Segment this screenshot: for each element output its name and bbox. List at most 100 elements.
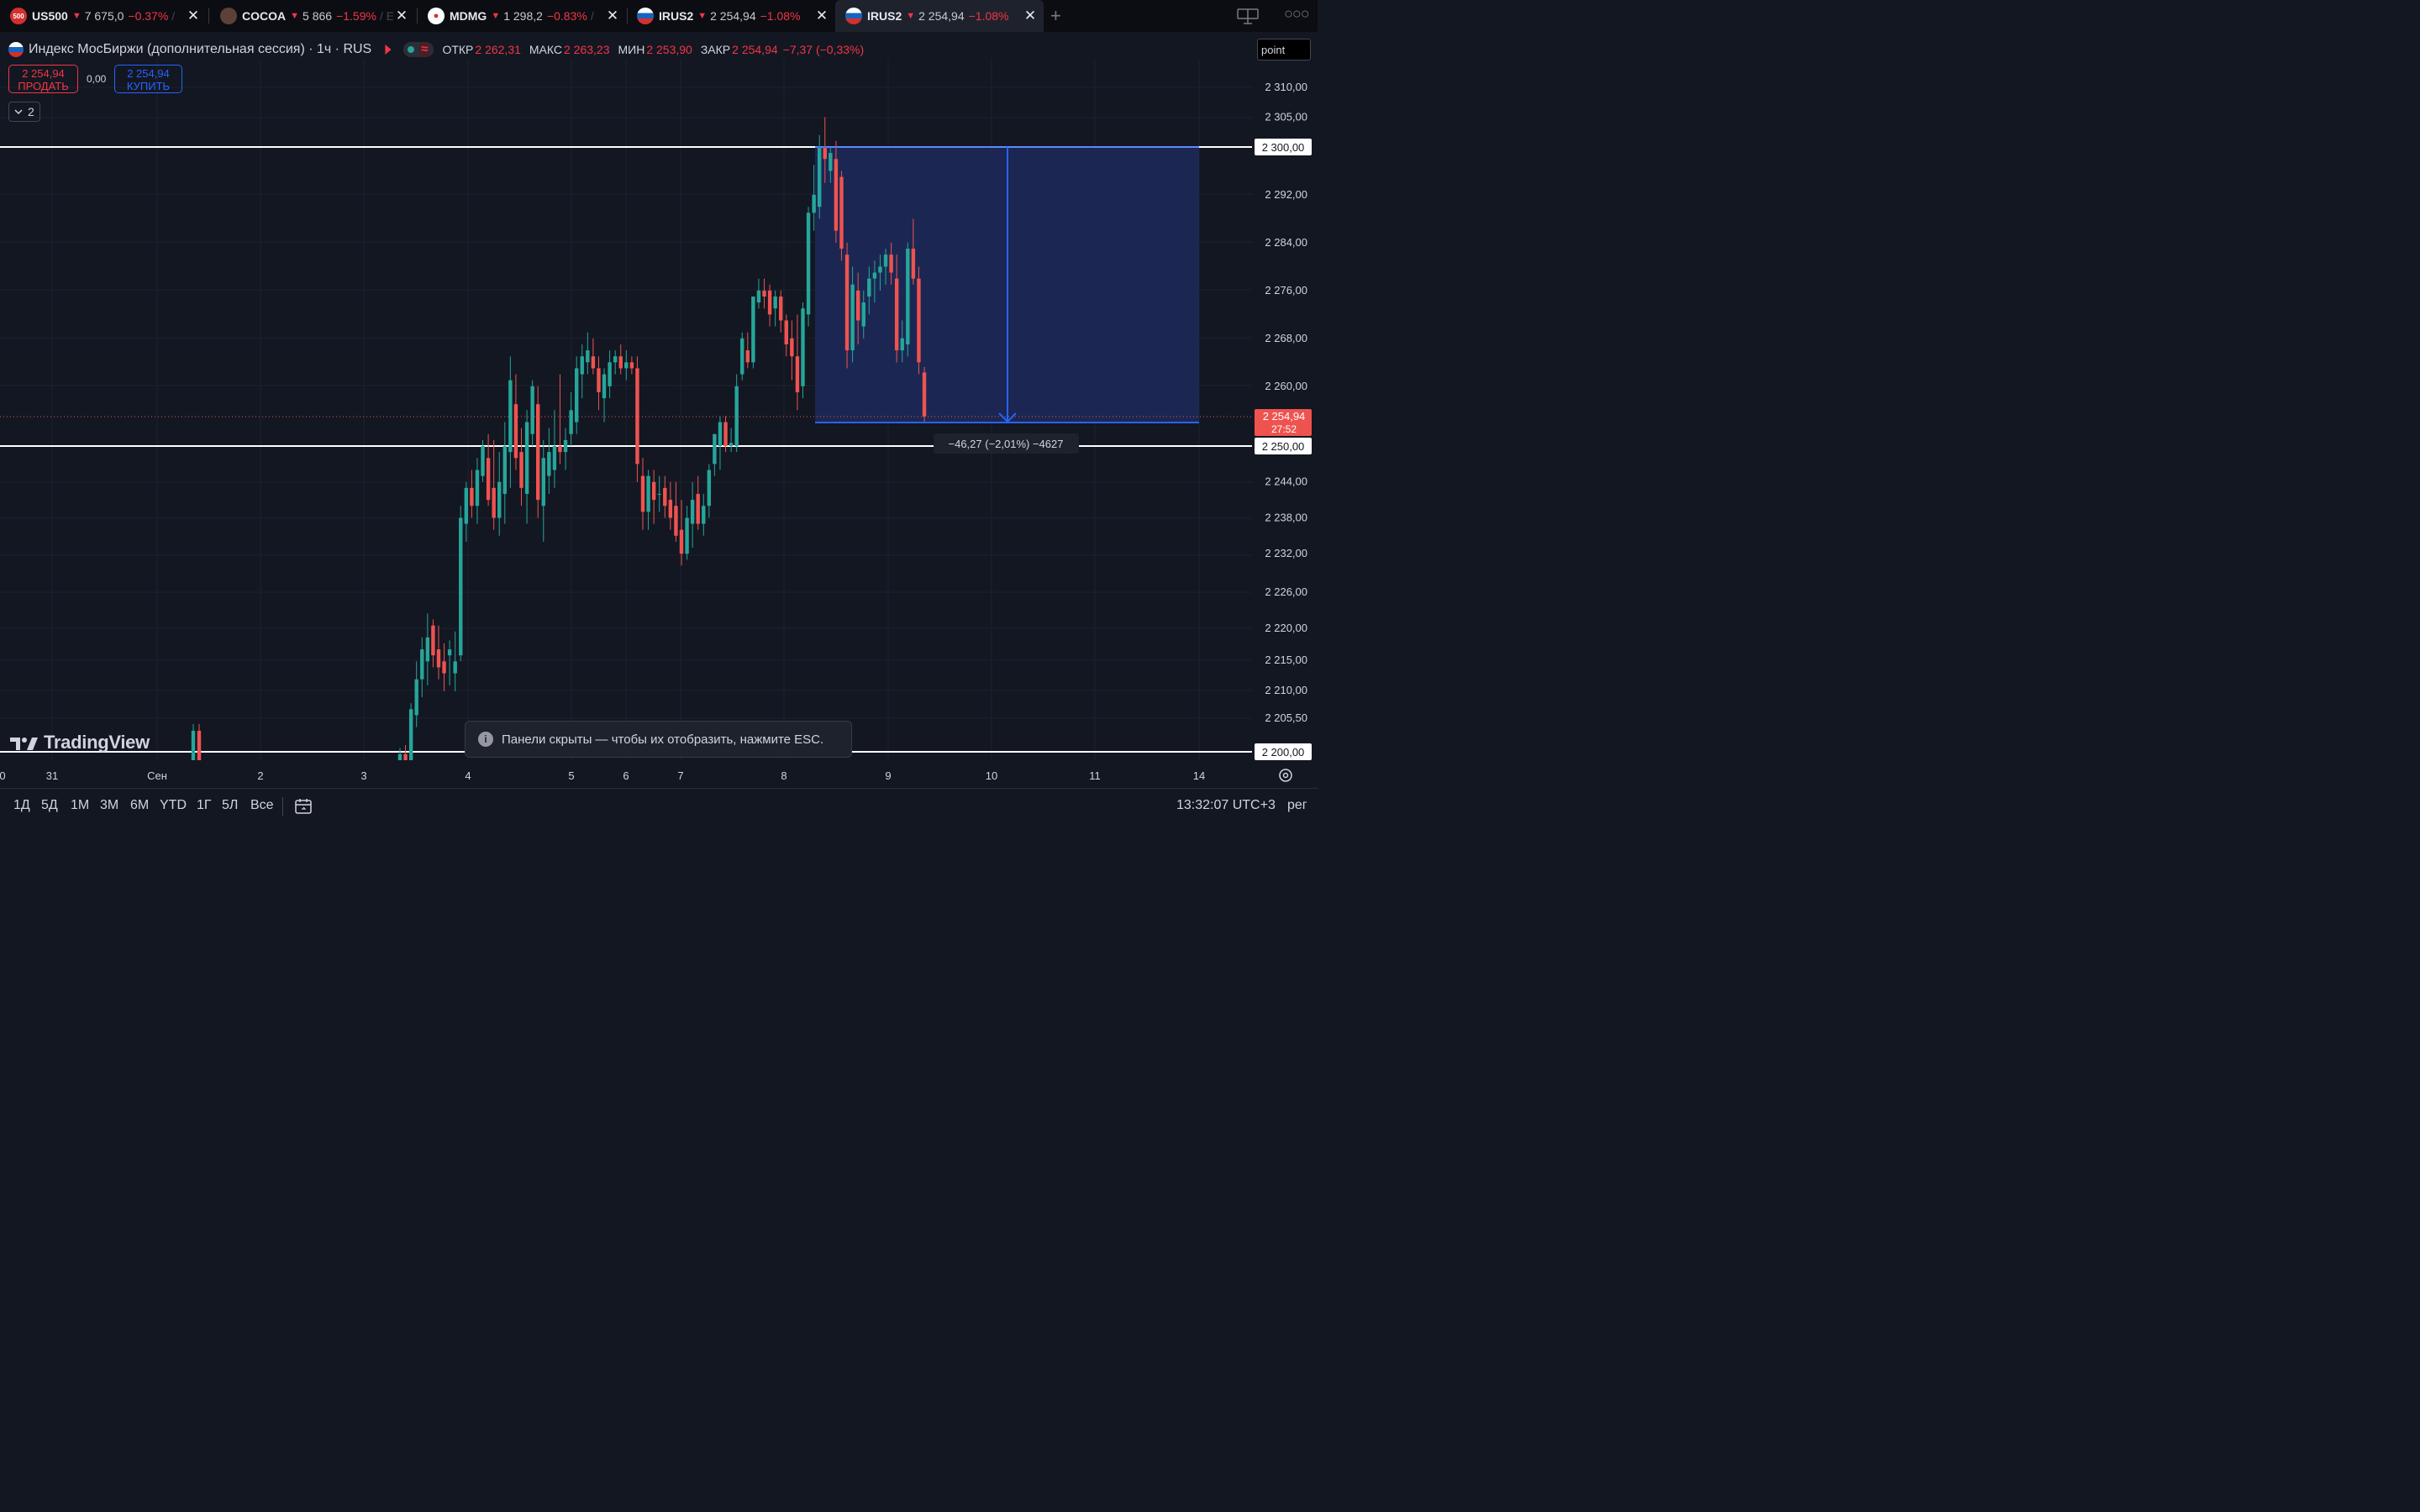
candle-body (475, 470, 480, 507)
candle-body (597, 368, 601, 392)
sell-button[interactable]: 2 254,94 ПРОДАТЬ (8, 65, 78, 93)
candle-body (685, 517, 689, 554)
candle (844, 242, 850, 369)
sell-label: ПРОДАТЬ (18, 80, 69, 92)
candle (829, 147, 833, 183)
candle-body (580, 356, 584, 375)
open-value: 2 262,31 (475, 43, 521, 56)
candle (651, 470, 656, 524)
calendar-icon[interactable] (294, 797, 313, 820)
russia-flag-icon (637, 8, 654, 24)
layout-icon[interactable] (1237, 7, 1259, 29)
candle-body (453, 661, 457, 674)
high-label: МАКС (529, 43, 562, 56)
last-price-value: 2 254,94 (1263, 410, 1306, 423)
tab-irus2[interactable]: IRUS2 ▼ 2 254,94 −1.08% ✕ (627, 0, 835, 32)
tab-us500[interactable]: 500 US500 ▼ 7 675,0 −0.37% / ✕ (0, 0, 207, 32)
candle-body (784, 320, 788, 344)
time-label: 8 (781, 769, 786, 782)
candle (767, 284, 772, 327)
more-icon[interactable]: ○○○ (1284, 5, 1310, 22)
candle (801, 302, 805, 399)
candle-body (586, 350, 590, 363)
candle-body (486, 458, 491, 501)
price-label: 2 276,00 (1265, 284, 1307, 297)
candle-body (855, 290, 860, 321)
down-arrow-icon: ▼ (697, 11, 708, 21)
buy-button[interactable]: 2 254,94 КУПИТЬ (114, 65, 182, 93)
close-icon[interactable]: ✕ (393, 8, 410, 24)
candle (834, 140, 839, 243)
candle (459, 506, 463, 662)
candle (900, 320, 904, 363)
close-icon[interactable]: ✕ (813, 8, 830, 24)
candle-body (883, 255, 888, 267)
candle (823, 117, 827, 183)
candle (657, 475, 661, 512)
tab-irus2-active[interactable]: IRUS2 ▼ 2 254,94 −1.08% ✕ (835, 0, 1044, 32)
market-status[interactable]: ≈ (403, 42, 434, 57)
indicators-toggle-button[interactable]: 2 (8, 102, 40, 122)
candle (718, 416, 723, 470)
candle (558, 374, 562, 465)
label-background (1255, 743, 1312, 760)
candle (541, 439, 545, 542)
price-label: 2 220,00 (1265, 622, 1307, 634)
range-1d-button[interactable]: 1Д (13, 798, 30, 812)
close-icon[interactable]: ✕ (185, 8, 202, 24)
close-icon[interactable]: ✕ (604, 8, 621, 24)
candle-body (690, 500, 695, 524)
time-label: 6 (623, 769, 629, 782)
candle-body (900, 338, 904, 351)
time-label: 3 (360, 769, 366, 782)
candle-body (674, 506, 678, 536)
time-label: 0 (0, 769, 6, 782)
candle-body (702, 506, 706, 524)
candle (872, 260, 877, 303)
time-label: 11 (1089, 769, 1101, 782)
close-icon[interactable]: ✕ (1022, 8, 1039, 24)
horizontal-line-price: 2 300,00 (1262, 141, 1305, 154)
range-5d-button[interactable]: 5Д (41, 798, 58, 812)
candle (530, 380, 534, 446)
candle (850, 266, 855, 363)
range-all-button[interactable]: Все (250, 798, 274, 812)
price-chart[interactable]: −46,27 (−2,01%) −4627 2 310,002 305,002 … (0, 32, 1318, 788)
plus-icon[interactable]: + (1050, 5, 1061, 26)
text-input[interactable] (1257, 39, 1311, 60)
range-6m-button[interactable]: 6М (130, 798, 150, 812)
candle (889, 242, 893, 285)
tab-price: 1 298,2 (503, 9, 543, 23)
candle-body (591, 356, 596, 369)
time-label: Сен (147, 769, 167, 782)
flag-icon[interactable] (385, 45, 392, 55)
range-5y-button[interactable]: 5Л (222, 798, 239, 812)
candle-body (574, 368, 579, 423)
low-label: МИН (618, 43, 645, 56)
symbol-title[interactable]: Индекс МосБиржи (дополнительная сессия) … (29, 42, 372, 56)
candle (591, 338, 596, 375)
session-label[interactable]: рег (1287, 798, 1307, 812)
tab-cocoa[interactable]: COCOA ▼ 5 866 −1.59% / E ✕ (210, 0, 415, 32)
price-label: 2 310,00 (1265, 81, 1307, 93)
price-label: 2 244,00 (1265, 475, 1307, 488)
candle-body (552, 446, 557, 470)
candle-body (447, 649, 452, 656)
range-3m-button[interactable]: 3М (100, 798, 119, 812)
candle (668, 481, 673, 530)
candle-body (492, 487, 496, 518)
candle-body (790, 338, 794, 357)
clock[interactable]: 13:32:07 UTC+3 (1176, 798, 1276, 812)
candle-body (829, 153, 833, 171)
candle-body (818, 147, 822, 207)
tradingview-logo-icon (10, 738, 38, 750)
candle (497, 452, 502, 536)
range-1y-button[interactable]: 1Г (197, 798, 212, 812)
range-ytd-button[interactable]: YTD (160, 798, 187, 812)
tab-mdmg[interactable]: ● MDMG ▼ 1 298,2 −0.83% / ✕ (418, 0, 626, 32)
range-1m-button[interactable]: 1М (71, 798, 90, 812)
candle (508, 356, 513, 488)
price-label: 2 205,50 (1265, 711, 1307, 724)
price-label: 2 215,00 (1265, 654, 1307, 666)
candle-body (459, 517, 463, 656)
